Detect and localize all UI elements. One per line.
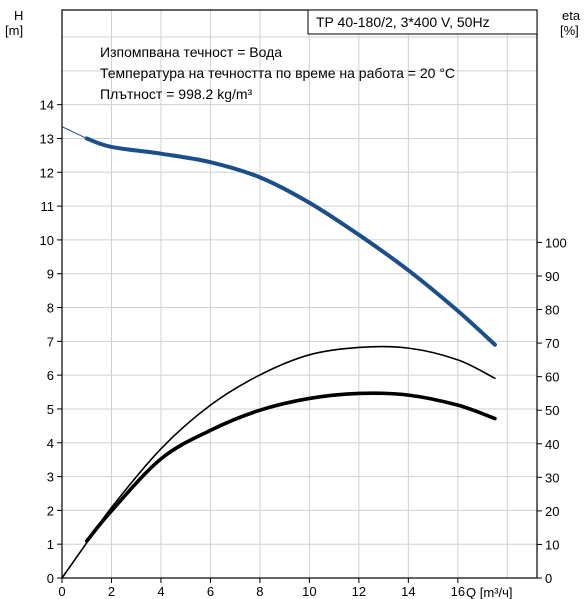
y-left-tick-label: 7 [47,334,54,349]
x-tick-label: 6 [207,584,214,599]
y-right-tick-label: 10 [545,537,559,552]
x-tick-label: 16 [451,584,465,599]
y-right-tick-label: 100 [545,235,567,250]
y-right-tick-label: 90 [545,269,559,284]
annotation-fluid: Изпомпвана течност = Вода [100,44,282,60]
annotation-density: Плътност = 998.2 kg/m³ [100,86,253,102]
y-right-tick-label: 60 [545,370,559,385]
curves [61,126,497,579]
head-curve [84,136,497,347]
y-right-tick-label: 70 [545,336,559,351]
x-tick-label: 12 [352,584,366,599]
y-right-tick-label: 40 [545,437,559,452]
head-curve-extension [61,126,87,139]
x-tick-label: 8 [256,584,263,599]
y-left-tick-label: 14 [40,98,54,113]
plot-frame [61,9,538,579]
y-left-tick-label: 9 [47,267,54,282]
y-right-tick-label: 50 [545,403,559,418]
y-left-tick-label: 12 [40,165,54,180]
y-left-label-unit: [m] [5,23,23,38]
y-left-tick-label: 11 [41,199,55,214]
title-box [307,9,538,35]
y-right-tick-label: 80 [545,303,559,318]
y-left-tick-label: 2 [47,503,54,518]
y-left-tick-label: 8 [47,301,54,316]
x-tick-label: 10 [302,584,316,599]
x-tick-label: 4 [157,584,164,599]
y-left-tick-label: 1 [47,537,54,552]
y-left-tick-label: 6 [47,368,54,383]
x-tick-label: 0 [58,584,65,599]
y-right-label-unit: [%] [560,23,579,38]
y-left-tick-label: 4 [47,436,54,451]
y-left-tick-label: 0 [47,571,54,586]
y-right-tick-label: 0 [545,571,552,586]
y-left-tick-label: 5 [47,402,54,417]
y-left-tick-label: 3 [47,470,54,485]
total-efficiency-curve [84,391,497,543]
x-axis-label: Q [m³/ч] [466,585,513,599]
x-tick-label: 14 [401,584,415,599]
y-left-label-symbol: H [14,8,23,23]
y-left-tick-label: 13 [40,131,54,146]
efficiency-curve [61,345,496,579]
annotation-temperature: Температура на течността по време на раб… [100,65,455,81]
y-right-tick-label: 30 [545,470,559,485]
y-right-label-symbol: eta [562,8,581,23]
y-right-tick-label: 20 [545,504,559,519]
y-left-tick-label: 10 [40,233,54,248]
chart-title: TP 40-180/2, 3*400 V, 50Hz [316,14,490,30]
x-tick-label: 2 [108,584,115,599]
